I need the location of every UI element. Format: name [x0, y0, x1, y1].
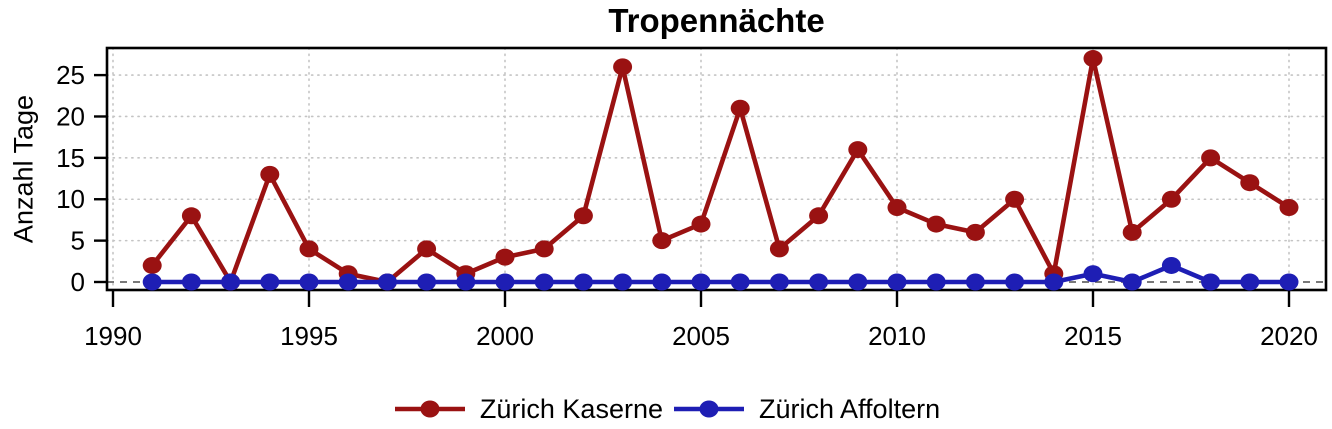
data-point-affoltern	[299, 273, 319, 291]
x-tick-label: 2015	[1064, 321, 1122, 351]
data-point-kaserne	[573, 207, 593, 225]
data-point-kaserne	[652, 232, 672, 250]
x-tick-label: 1995	[280, 321, 338, 351]
legend-item-kaserne: Zürich Kaserne	[392, 394, 663, 425]
data-point-kaserne	[534, 240, 554, 258]
data-point-affoltern	[142, 273, 162, 291]
x-tick-label: 1990	[84, 321, 142, 351]
data-point-affoltern	[495, 273, 515, 291]
data-point-affoltern	[1201, 273, 1221, 291]
data-point-kaserne	[1279, 199, 1299, 217]
data-point-affoltern	[377, 273, 397, 291]
legend-label-affoltern: Zürich Affoltern	[759, 393, 941, 424]
y-axis-title: Anzahl Tage	[8, 94, 39, 244]
series-line-affoltern	[149, 263, 1292, 285]
data-point-affoltern	[652, 273, 672, 291]
x-tick-label: 2000	[476, 321, 534, 351]
data-point-affoltern	[809, 273, 829, 291]
data-point-kaserne	[769, 240, 789, 258]
data-point-kaserne	[965, 223, 985, 241]
data-point-affoltern	[338, 273, 358, 291]
chart-title: Tropennächte	[608, 2, 825, 39]
data-point-affoltern	[691, 273, 711, 291]
plot-box	[105, 46, 1328, 292]
data-point-affoltern	[887, 273, 907, 291]
data-point-affoltern	[534, 273, 554, 291]
data-point-affoltern	[965, 273, 985, 291]
data-point-kaserne	[260, 165, 280, 183]
data-point-affoltern	[1005, 273, 1025, 291]
y-tick-label: 10	[56, 184, 85, 214]
legend-marker-affoltern-icon	[674, 400, 744, 418]
data-point-affoltern	[573, 273, 593, 291]
data-point-kaserne	[495, 248, 515, 266]
data-point-kaserne	[691, 215, 711, 233]
data-point-kaserne	[299, 240, 319, 258]
data-point-affoltern	[848, 273, 868, 291]
data-point-affoltern	[221, 273, 241, 291]
data-point-kaserne	[1161, 190, 1181, 208]
data-point-kaserne	[926, 215, 946, 233]
y-tick-label: 20	[56, 101, 85, 131]
data-point-kaserne	[613, 58, 633, 76]
data-point-affoltern	[926, 273, 946, 291]
data-point-affoltern	[1044, 273, 1064, 291]
data-point-affoltern	[417, 273, 437, 291]
data-point-kaserne	[1083, 50, 1103, 68]
data-point-kaserne	[417, 240, 437, 258]
y-tick-label: 5	[71, 226, 85, 256]
data-point-affoltern	[1279, 273, 1299, 291]
data-point-affoltern	[260, 273, 280, 291]
data-point-affoltern	[1161, 256, 1181, 274]
data-point-affoltern	[769, 273, 789, 291]
data-point-kaserne	[1240, 174, 1260, 192]
data-point-affoltern	[730, 273, 750, 291]
data-point-affoltern	[1083, 265, 1103, 283]
legend-item-affoltern: Zürich Affoltern	[671, 394, 940, 425]
x-tick-label: 2005	[672, 321, 730, 351]
data-point-kaserne	[1005, 190, 1025, 208]
data-point-kaserne	[1201, 149, 1221, 167]
data-point-kaserne	[1122, 223, 1142, 241]
data-point-affoltern	[181, 273, 201, 291]
data-point-kaserne	[809, 207, 829, 225]
legend-marker-kaserne-icon	[394, 400, 465, 418]
data-point-affoltern	[613, 273, 633, 291]
data-point-affoltern	[456, 273, 476, 291]
data-point-kaserne	[142, 256, 162, 274]
legend: Zürich Kaserne Zürich Affoltern	[0, 390, 1332, 428]
data-point-affoltern	[1240, 273, 1260, 291]
x-tick-label: 2020	[1260, 321, 1318, 351]
legend-label-kaserne: Zürich Kaserne	[479, 393, 663, 424]
data-point-kaserne	[181, 207, 201, 225]
data-point-kaserne	[848, 141, 868, 159]
data-point-kaserne	[730, 99, 750, 117]
y-tick-label: 0	[71, 267, 85, 297]
data-point-affoltern	[1122, 273, 1142, 291]
y-tick-label: 25	[56, 60, 85, 90]
x-tick-label: 2010	[868, 321, 926, 351]
series-line-kaserne	[149, 56, 1292, 285]
y-tick-label: 15	[56, 143, 85, 173]
data-point-kaserne	[887, 199, 907, 217]
